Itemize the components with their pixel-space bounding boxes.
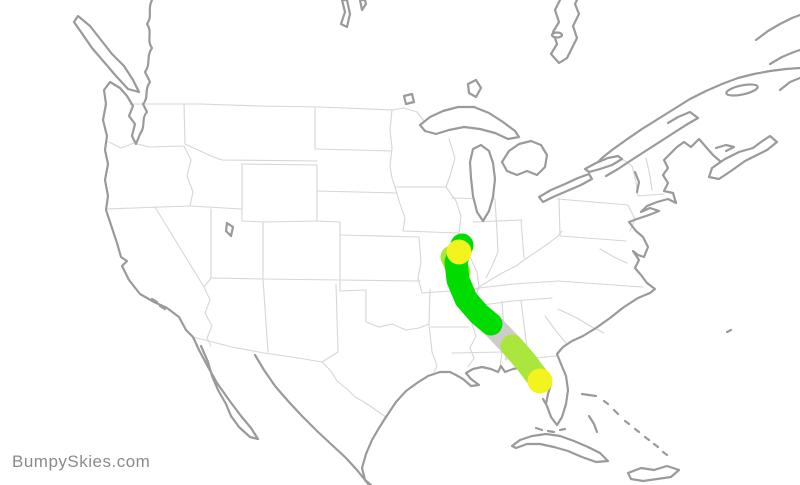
lakes-layer (72, 0, 779, 483)
site-watermark: BumpySkies.com (12, 452, 151, 471)
route-endpoint-origin (446, 239, 472, 265)
coastline-layer (101, 0, 800, 485)
route-layer (440, 233, 553, 394)
state-borders-layer (105, 103, 665, 418)
route-endpoint-destination (527, 368, 553, 394)
